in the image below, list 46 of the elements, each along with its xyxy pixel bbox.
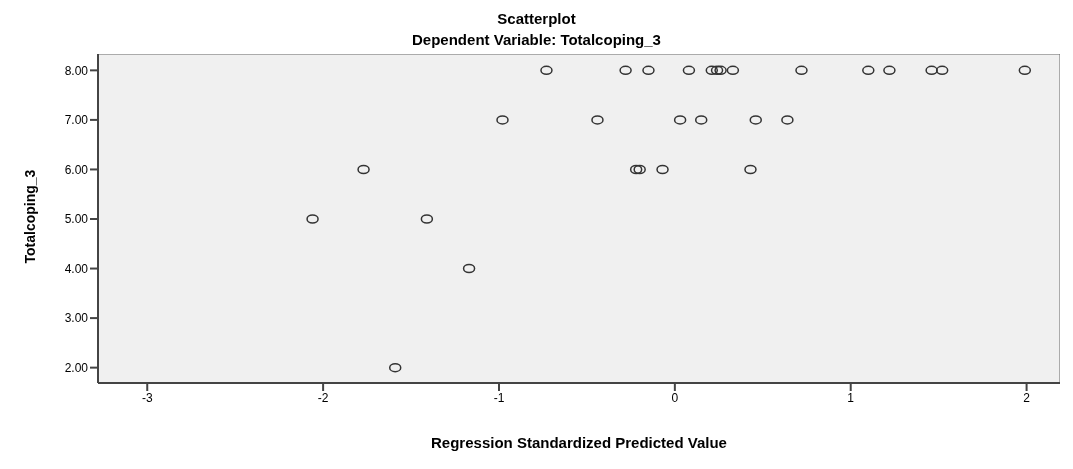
point bbox=[673, 115, 687, 125]
y-tick-label: 7.00 bbox=[64, 113, 89, 128]
y-axis-title: Totalcoping_3 bbox=[21, 169, 38, 264]
point bbox=[883, 65, 896, 76]
point bbox=[682, 65, 696, 76]
point bbox=[705, 65, 719, 76]
point bbox=[420, 214, 434, 224]
point bbox=[642, 65, 655, 76]
point bbox=[388, 362, 402, 373]
x-tick-label: 1 bbox=[847, 390, 855, 405]
point bbox=[619, 65, 632, 76]
point bbox=[496, 115, 509, 125]
point bbox=[714, 65, 727, 76]
point bbox=[694, 115, 708, 125]
y-tick-label: 3.00 bbox=[64, 311, 89, 326]
y-tick-label: 6.00 bbox=[64, 162, 89, 177]
x-tick-label: -1 bbox=[493, 390, 505, 405]
x-tick-label: 2 bbox=[1023, 390, 1031, 405]
point bbox=[781, 115, 794, 125]
x-axis-title: Regression Standardized Predicted Value bbox=[431, 434, 727, 451]
y-tick-label: 8.00 bbox=[64, 63, 89, 78]
point bbox=[749, 115, 762, 125]
point bbox=[540, 65, 553, 76]
point bbox=[726, 65, 740, 76]
chart-title: Scatterplot bbox=[496, 9, 577, 27]
point bbox=[744, 164, 757, 175]
point bbox=[1018, 65, 1032, 76]
point bbox=[862, 65, 875, 76]
x-tick-label: 0 bbox=[671, 390, 679, 405]
point bbox=[656, 164, 669, 175]
point bbox=[629, 164, 643, 175]
y-tick-label: 4.00 bbox=[64, 261, 89, 276]
y-tick-label: 5.00 bbox=[64, 212, 89, 227]
point bbox=[462, 263, 476, 274]
point bbox=[935, 65, 949, 76]
y-tick-label: 2.00 bbox=[64, 360, 89, 375]
point bbox=[357, 164, 370, 175]
point bbox=[306, 214, 319, 224]
point bbox=[591, 115, 604, 125]
chart-subtitle: Dependent Variable: Totalcoping_3 bbox=[411, 31, 662, 48]
x-tick-label: -2 bbox=[317, 390, 329, 405]
x-tick-label: -3 bbox=[141, 390, 153, 405]
point bbox=[633, 164, 646, 175]
point bbox=[795, 65, 808, 76]
point bbox=[710, 65, 724, 76]
point bbox=[925, 65, 938, 76]
